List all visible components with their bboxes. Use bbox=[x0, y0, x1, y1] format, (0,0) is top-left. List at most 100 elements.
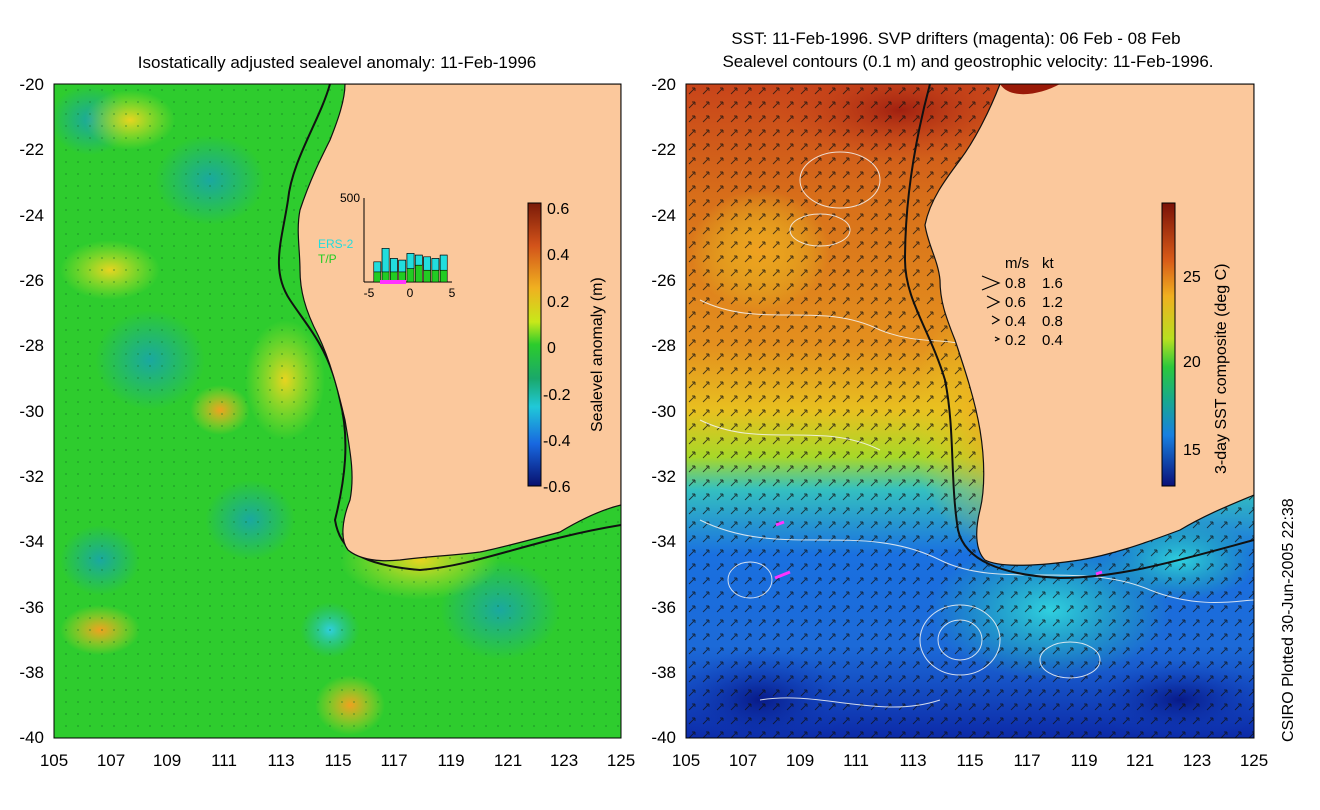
velocity-legend-kt: 0.4 bbox=[1042, 332, 1063, 349]
y-tick-label: -26 bbox=[651, 271, 676, 290]
inset-bar-ers bbox=[390, 258, 398, 273]
velocity-legend-kt: 1.6 bbox=[1042, 275, 1063, 292]
plot-credit: CSIRO Plotted 30-Jun-2005 22:38 bbox=[1280, 498, 1297, 742]
y-tick-label: -22 bbox=[651, 140, 676, 159]
y-tick-label: -24 bbox=[19, 206, 44, 225]
inset-bar-ers bbox=[423, 256, 431, 271]
y-tick-label: -32 bbox=[651, 467, 676, 486]
sla-colorbar-tick: -0.4 bbox=[543, 433, 571, 450]
y-tick-label: -34 bbox=[651, 532, 676, 551]
y-tick-label: -20 bbox=[651, 75, 676, 94]
velocity-arrow-icon bbox=[994, 336, 1001, 342]
y-tick-label: -40 bbox=[19, 728, 44, 747]
x-tick-label: 107 bbox=[97, 751, 125, 770]
sla-colorbar-ramp bbox=[527, 202, 542, 487]
x-tick-label: 111 bbox=[211, 751, 237, 770]
x-tick-label: 119 bbox=[437, 751, 464, 770]
left-map bbox=[54, 84, 621, 738]
sst-colorbar-tick: 25 bbox=[1183, 269, 1201, 286]
y-tick-label: -28 bbox=[651, 336, 676, 355]
left-axes-frame bbox=[53, 83, 622, 739]
y-tick-label: -40 bbox=[651, 728, 676, 747]
sla-colorbar-tick: 0 bbox=[547, 340, 556, 357]
inset-bar-ers bbox=[406, 253, 415, 269]
x-tick-label: 117 bbox=[1013, 751, 1040, 770]
sla-colorbar-tick: -0.6 bbox=[543, 479, 571, 496]
right-title-line2: Sealevel contours (0.1 m) and geostrophi… bbox=[722, 52, 1213, 71]
left-y-axis: -20 -22 -24 -26 -28 -30 -32 -34 -36 -38 … bbox=[19, 75, 44, 747]
sst-colorbar-tick: 20 bbox=[1183, 354, 1201, 371]
x-tick-label: 123 bbox=[1183, 751, 1211, 770]
y-tick-label: -28 bbox=[19, 336, 44, 355]
inset-bar-ers bbox=[431, 258, 440, 271]
right-axes-frame bbox=[685, 83, 1255, 739]
sla-colorbar-tick: -0.2 bbox=[543, 387, 571, 404]
x-tick-label: 123 bbox=[550, 751, 578, 770]
right-map bbox=[686, 84, 1254, 738]
y-tick-label: -32 bbox=[19, 467, 44, 486]
x-tick-label: 111 bbox=[843, 751, 869, 770]
right-title-line1: SST: 11-Feb-1996. SVP drifters (magenta)… bbox=[731, 29, 1180, 48]
inset-bar-ers bbox=[439, 254, 448, 271]
data-count-inset: 500 ERS-2 T/P -5 0 5 bbox=[318, 191, 456, 300]
sla-colorbar-label: Sealevel anomaly (m) bbox=[589, 277, 606, 432]
sst-colorbar: 25 20 15 3-day SST composite (deg C) bbox=[1161, 202, 1230, 487]
velocity-arrow-icon bbox=[981, 275, 1001, 291]
right-x-axis: 105 107 109 111 113 115 117 119 121 123 … bbox=[672, 751, 1268, 770]
x-tick-label: 113 bbox=[267, 751, 294, 770]
velocity-legend-ms: 0.8 bbox=[1005, 275, 1026, 292]
x-tick-label: 119 bbox=[1070, 751, 1097, 770]
inset-x-tick: 0 bbox=[407, 286, 414, 300]
x-tick-label: 125 bbox=[1240, 751, 1268, 770]
x-tick-label: 125 bbox=[607, 751, 635, 770]
inset-bar-ers bbox=[373, 261, 382, 273]
inset-bar-ers bbox=[398, 259, 407, 273]
inset-x-tick: 5 bbox=[449, 286, 456, 300]
velocity-legend-ms: 0.2 bbox=[1005, 332, 1026, 349]
velocity-legend-kt: 0.8 bbox=[1042, 313, 1063, 330]
y-tick-label: -26 bbox=[19, 271, 44, 290]
sst-colorbar-ramp bbox=[1161, 202, 1176, 487]
x-tick-label: 117 bbox=[380, 751, 407, 770]
velocity-arrow-icon bbox=[991, 315, 1001, 325]
x-tick-label: 105 bbox=[672, 751, 700, 770]
x-tick-label: 115 bbox=[956, 751, 983, 770]
y-tick-label: -34 bbox=[19, 532, 44, 551]
tp-legend-label: T/P bbox=[318, 252, 337, 266]
sst-colorbar-tick: 15 bbox=[1183, 442, 1201, 459]
y-tick-label: -30 bbox=[19, 402, 44, 421]
x-tick-label: 109 bbox=[153, 751, 181, 770]
right-y-axis: -20 -22 -24 -26 -28 -30 -32 -34 -36 -38 … bbox=[651, 75, 676, 747]
y-tick-label: -20 bbox=[19, 75, 44, 94]
y-tick-label: -22 bbox=[19, 140, 44, 159]
left-x-axis: 105 107 109 111 113 115 117 119 121 123 … bbox=[40, 751, 635, 770]
velocity-legend-kt: 1.2 bbox=[1042, 294, 1063, 311]
y-tick-label: -36 bbox=[19, 598, 44, 617]
x-tick-label: 105 bbox=[40, 751, 68, 770]
y-tick-label: -30 bbox=[651, 402, 676, 421]
velocity-legend: m/s kt 0.8 1.6 0.6 1.2 0.4 0.8 0.2 0.4 bbox=[981, 255, 1063, 349]
velocity-legend-kt-header: kt bbox=[1042, 255, 1055, 272]
velocity-legend-ms: 0.6 bbox=[1005, 294, 1026, 311]
inset-bars bbox=[373, 248, 448, 283]
velocity-legend-ms-header: m/s bbox=[1005, 255, 1029, 272]
y-tick-label: -36 bbox=[651, 598, 676, 617]
x-tick-label: 115 bbox=[324, 751, 351, 770]
sst-colorbar-label: 3-day SST composite (deg C) bbox=[1213, 264, 1230, 474]
x-tick-label: 121 bbox=[1126, 751, 1154, 770]
sla-colorbar-tick: 0.4 bbox=[547, 247, 569, 264]
ers-legend-label: ERS-2 bbox=[318, 237, 354, 251]
velocity-arrow-icon bbox=[986, 295, 1001, 309]
x-tick-label: 113 bbox=[899, 751, 926, 770]
sla-colorbar-tick: 0.6 bbox=[547, 201, 569, 218]
y-tick-label: -24 bbox=[651, 206, 676, 225]
y-tick-label: -38 bbox=[19, 663, 44, 682]
velocity-legend-ms: 0.4 bbox=[1005, 313, 1026, 330]
sla-colorbar-tick: 0.2 bbox=[547, 294, 569, 311]
x-tick-label: 121 bbox=[494, 751, 522, 770]
inset-bar-ers bbox=[381, 248, 390, 273]
x-tick-label: 109 bbox=[786, 751, 814, 770]
y-tick-label: -38 bbox=[651, 663, 676, 682]
x-tick-label: 107 bbox=[729, 751, 757, 770]
